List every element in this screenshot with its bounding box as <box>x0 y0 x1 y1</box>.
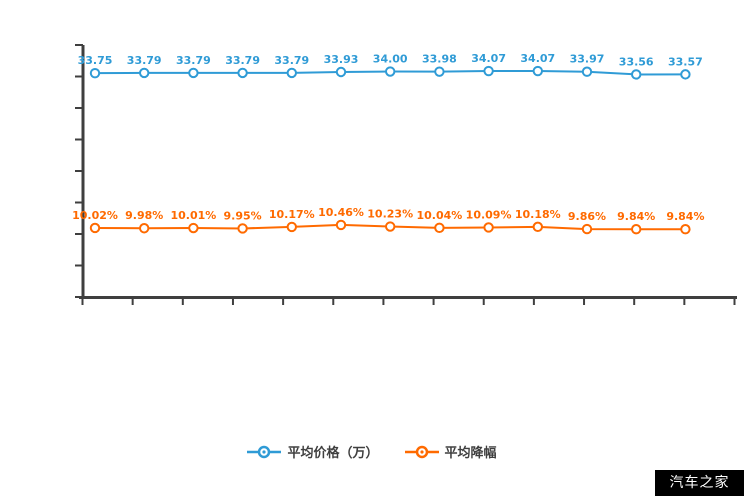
data-point[interactable] <box>532 65 543 77</box>
point-label: 33.79 <box>127 54 162 67</box>
data-point[interactable] <box>680 224 691 235</box>
data-point[interactable] <box>581 223 593 235</box>
data-point[interactable] <box>631 69 642 80</box>
legend-line-marker-icon <box>247 445 282 458</box>
data-point[interactable] <box>335 66 347 78</box>
data-point[interactable] <box>385 221 396 232</box>
data-point[interactable] <box>581 66 593 77</box>
point-label: 34.00 <box>373 53 408 66</box>
point-label: 33.57 <box>668 55 703 68</box>
data-point[interactable] <box>237 223 248 234</box>
series-1: 10.02% 9.98% 10.01% 9.95% 10.17% 10.46% 10.23%… <box>72 206 704 235</box>
legend-item-avg-discount[interactable]: 平均降幅 <box>404 442 497 461</box>
point-label: 33.97 <box>570 53 605 66</box>
series-0: 33.75 33.79 33.79 33.79 33.79 33.93 34.00 33.98… <box>78 52 703 80</box>
data-point[interactable] <box>483 65 494 77</box>
point-label: 10.17% <box>269 208 315 221</box>
point-label: 10.18% <box>515 208 561 221</box>
point-label: 10.01% <box>170 209 216 222</box>
data-point[interactable] <box>680 69 691 80</box>
data-point[interactable] <box>434 222 445 234</box>
point-label: 33.93 <box>324 53 359 66</box>
point-label: 10.04% <box>416 209 462 222</box>
point-label: 33.98 <box>422 53 457 66</box>
data-point[interactable] <box>286 221 297 233</box>
data-point[interactable] <box>434 66 445 77</box>
data-point[interactable] <box>89 67 101 79</box>
watermark-autohome: 汽车之家 <box>655 470 744 496</box>
point-label: 9.95% <box>224 209 262 222</box>
data-point[interactable] <box>385 66 396 77</box>
data-point[interactable] <box>139 67 150 79</box>
legend-label-avg-discount: 平均降幅 <box>444 446 497 461</box>
data-point[interactable] <box>237 67 248 79</box>
price-trend-chart: 33.75 33.79 33.79 33.79 33.79 33.93 34.00 33.98… <box>72 44 737 305</box>
data-point[interactable] <box>631 224 642 235</box>
data-point[interactable] <box>335 219 347 231</box>
chart-legend: 平均价格（万） 平均降幅 <box>0 442 744 461</box>
legend-line-marker-icon <box>404 445 439 458</box>
data-point[interactable] <box>532 221 543 233</box>
point-label: 9.86% <box>568 210 606 223</box>
data-point[interactable] <box>483 222 494 233</box>
data-point[interactable] <box>89 222 101 234</box>
data-point[interactable] <box>188 67 199 79</box>
point-label: 9.84% <box>617 210 655 223</box>
point-label: 10.02% <box>72 209 118 222</box>
legend-item-avg-price[interactable]: 平均价格（万） <box>247 442 379 461</box>
data-point[interactable] <box>286 67 297 79</box>
data-point[interactable] <box>139 223 150 234</box>
axes <box>75 44 737 305</box>
point-label: 10.09% <box>466 208 512 221</box>
point-label: 10.23% <box>367 208 413 221</box>
data-point[interactable] <box>188 222 199 234</box>
legend-label-avg-price: 平均价格（万） <box>287 446 379 461</box>
point-label: 9.98% <box>125 209 163 222</box>
point-label: 33.75 <box>78 54 113 67</box>
point-label: 9.84% <box>666 210 704 223</box>
point-label: 33.79 <box>225 54 260 67</box>
point-label: 34.07 <box>471 52 506 65</box>
point-label: 10.46% <box>318 206 364 219</box>
point-label: 34.07 <box>520 52 555 65</box>
point-label: 33.79 <box>176 54 211 67</box>
point-label: 33.56 <box>619 55 654 68</box>
point-label: 33.79 <box>274 54 309 67</box>
